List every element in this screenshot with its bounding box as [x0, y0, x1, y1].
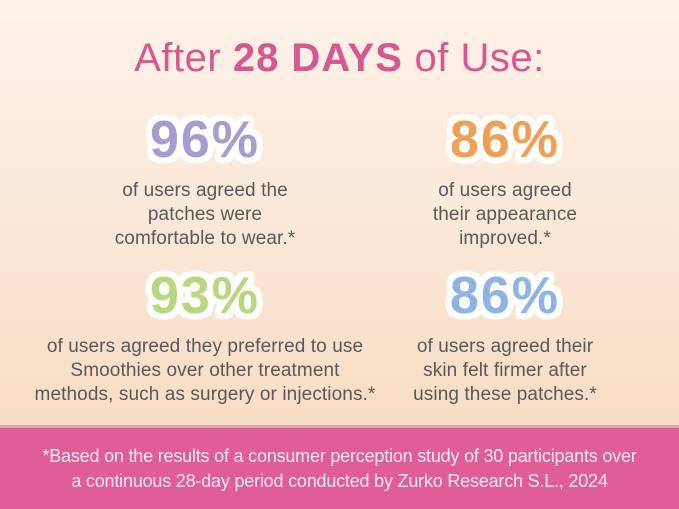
citation-line: a continuous 28-day period conducted by … [71, 470, 608, 491]
stat-block-comfort: 96% of users agreed the patches were com… [75, 111, 335, 251]
stat-description-comfort: of users agreed the patches were comfort… [75, 179, 335, 251]
stat-description-line: of users agreed the [122, 180, 288, 202]
study-citation-bar: *Based on the results of a consumer perc… [0, 425, 679, 509]
stat-block-firmness: 86% of users agreed their skin felt firm… [385, 267, 625, 407]
page-title: After 28 DAYS of Use: [0, 36, 679, 81]
stat-value-firmness: 86% [449, 267, 561, 325]
stat-description-line: methods, such as surgery or injections.* [34, 384, 376, 406]
title-suffix: of Use: [402, 36, 545, 80]
title-prefix: After [134, 36, 233, 80]
stat-value-appearance: 86% [449, 111, 561, 169]
stat-description-appearance: of users agreed their appearance improve… [385, 179, 625, 251]
stat-description-line: of users agreed their [416, 336, 594, 358]
title-highlight: 28 DAYS [232, 36, 403, 80]
citation-line: *Based on the results of a consumer perc… [42, 446, 637, 467]
stat-value-preference: 93% [149, 267, 261, 325]
stat-description-line: using these patches.* [413, 384, 597, 406]
stat-description-preference: of users agreed they preferred to use Sm… [10, 335, 400, 407]
stat-description-firmness: of users agreed their skin felt firmer a… [385, 335, 625, 407]
stat-description-line: skin felt firmer after [423, 360, 587, 382]
stat-description-line: Smoothies over other treatment [70, 360, 340, 382]
stat-description-line: their appearance [432, 204, 578, 226]
stat-value-comfort: 96% [149, 111, 261, 169]
stat-description-line: improved.* [459, 228, 551, 250]
stat-block-preference: 93% of users agreed they preferred to us… [10, 267, 400, 407]
stat-description-line: patches were [147, 204, 263, 226]
stat-description-line: of users agreed [438, 180, 572, 202]
stat-description-line: comfortable to wear.* [114, 228, 296, 250]
stat-description-line: of users agreed they preferred to use [46, 336, 364, 358]
stat-block-appearance: 86% of users agreed their appearance imp… [385, 111, 625, 251]
